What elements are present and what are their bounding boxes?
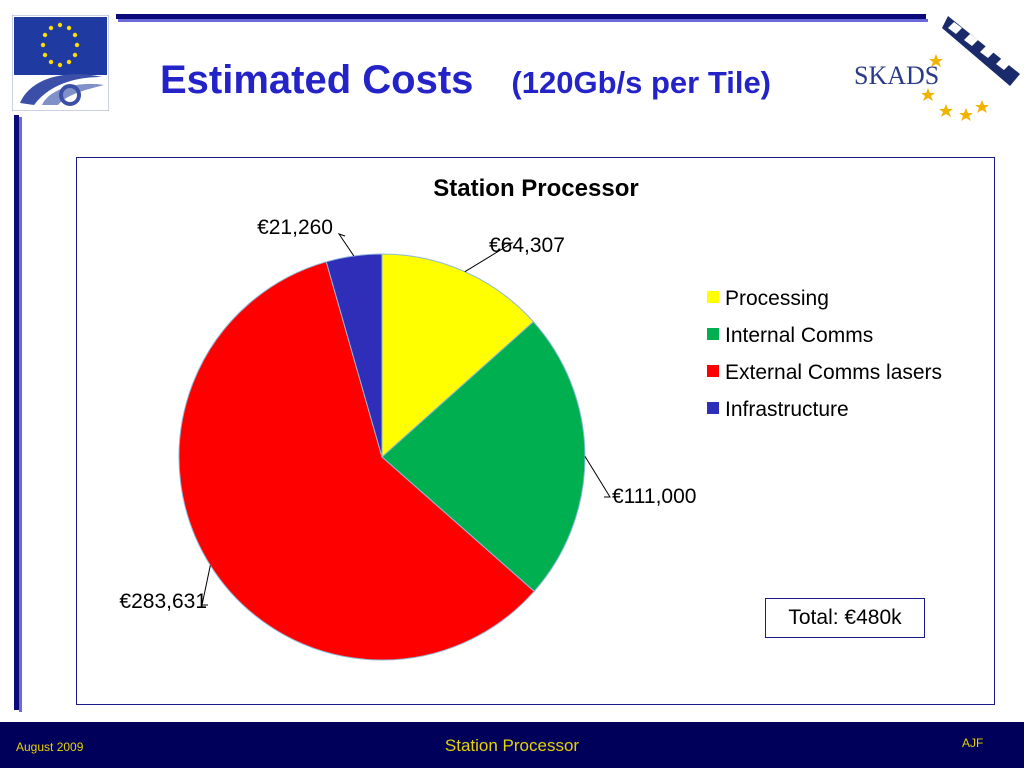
left-rule [14, 115, 19, 710]
fp6-swoosh-icon [20, 74, 104, 106]
eu-stars-icon [40, 22, 80, 68]
title-main: Estimated Costs [160, 58, 474, 102]
page-title: Estimated Costs (120Gb/s per Tile) [160, 58, 771, 103]
leader-line-internal-comms [584, 456, 611, 498]
data-label-external-comms-lasers: €283,631 [119, 590, 207, 613]
leader-line-infrastructure [337, 233, 355, 257]
legend-swatch-infrastructure [707, 402, 719, 414]
eu-fp6-logo [12, 15, 109, 111]
skads-logo-text: SKADS [854, 61, 939, 90]
leader-line-processing [464, 242, 514, 273]
footer: August 2009 Station Processor AJF [0, 722, 1024, 768]
top-rule [116, 14, 926, 19]
pie-slice-internal-comms [381, 321, 586, 593]
legend-swatch-external-comms-lasers [707, 365, 719, 377]
pie-chart: Station Processor €64,307 €111,000 €283,63… [119, 175, 942, 661]
legend-label-internal-comms: Internal Comms [725, 324, 873, 347]
legend-swatch-processing [707, 291, 719, 303]
skads-logo: SKADS [854, 16, 1020, 121]
leader-line-external-comms-lasers [201, 565, 211, 606]
pie-slice-infrastructure [325, 253, 383, 458]
data-label-internal-comms: €111,000 [612, 485, 696, 508]
legend-label-external-comms-lasers: External Comms lasers [725, 361, 942, 384]
footer-author: AJF [962, 736, 984, 750]
data-label-processing: €64,307 [489, 234, 565, 257]
total-note: Total: €480k [765, 598, 925, 638]
legend-label-infrastructure: Infrastructure [725, 398, 849, 421]
checkered-flag-icon [942, 16, 1020, 86]
footer-title: Station Processor [444, 736, 580, 755]
pie-slice-processing [381, 253, 535, 459]
chart-title: Station Processor [433, 175, 638, 202]
top-rule-shadow [118, 19, 928, 22]
data-label-infrastructure: €21,260 [257, 216, 333, 239]
legend-swatch-internal-comms [707, 328, 719, 340]
footer-date: August 2009 [16, 740, 84, 754]
logo-stars-icon [921, 54, 989, 121]
legend-label-processing: Processing [725, 287, 829, 310]
left-rule-shadow [19, 117, 22, 712]
title-subtitle: (120Gb/s per Tile) [511, 65, 772, 100]
